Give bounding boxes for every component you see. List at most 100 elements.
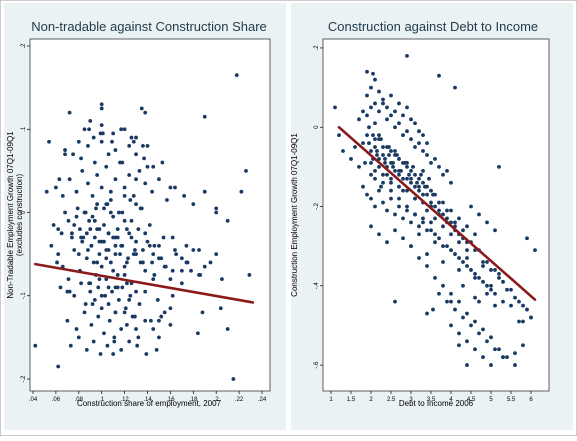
right-data-point (397, 172, 401, 177)
left-data-point (66, 218, 71, 223)
right-data-point (473, 232, 477, 237)
right-data-point (497, 347, 501, 352)
right-data-point (401, 133, 405, 138)
left-data-point (99, 123, 104, 127)
left-data-point (105, 343, 110, 348)
right-data-point (381, 172, 385, 177)
right-data-point (441, 244, 445, 249)
right-data-point (405, 105, 409, 110)
right-data-point (433, 232, 437, 237)
right-data-point (381, 180, 385, 185)
right-data-point (365, 133, 369, 138)
right-data-point (377, 133, 381, 138)
left-data-point (170, 268, 175, 273)
left-x-axis: .04 .06 .08 .1 .12 .14 .16 .18 .2 .22 .24 (29, 391, 267, 403)
right-data-point (433, 275, 437, 280)
right-data-point (493, 347, 497, 352)
right-data-point (401, 236, 405, 241)
left-data-point (100, 131, 105, 136)
left-data-point (88, 289, 93, 294)
right-data-point (457, 331, 461, 336)
right-x-axis: 1 1.5 2 2.5 3 3.5 4 4.5 5 5.5 6 (329, 391, 533, 403)
left-data-point (108, 189, 113, 194)
right-data-point (341, 149, 345, 153)
right-data-point (393, 228, 397, 233)
left-data-point (97, 277, 102, 281)
right-data-point (389, 113, 393, 118)
right-data-point (369, 172, 373, 177)
right-chart: Construction against Debt to Income 1 1.5… (290, 3, 573, 430)
left-data-point (157, 177, 161, 182)
left-data-point (122, 264, 127, 269)
right-data-point (449, 248, 453, 253)
left-data-point (106, 231, 111, 236)
right-data-point (513, 363, 517, 367)
right-data-point (377, 232, 381, 237)
left-data-point (137, 302, 142, 306)
left-data-point (135, 343, 140, 348)
right-data-point (429, 188, 433, 193)
right-data-point (393, 299, 397, 304)
left-data-point (128, 293, 133, 298)
left-data-point (104, 248, 109, 252)
left-data-point (92, 298, 97, 302)
right-data-point (437, 236, 441, 241)
left-x-tick-label: .2 (214, 397, 220, 403)
right-data-point (389, 188, 393, 193)
right-data-point (457, 240, 461, 245)
right-y-axis: -.6 -.4 -.2 0 .2 (314, 45, 323, 369)
left-data-point (65, 318, 70, 323)
left-data-point (197, 248, 201, 252)
left-data-point (72, 293, 77, 298)
left-data-point (102, 331, 106, 336)
right-data-point (405, 204, 409, 209)
right-data-point (369, 161, 373, 165)
right-data-point (397, 184, 401, 189)
left-data-point (107, 318, 112, 323)
left-data-point (208, 260, 213, 265)
left-data-point (115, 273, 120, 277)
left-fit-line-group (33, 262, 255, 304)
right-data-point (403, 161, 407, 165)
right-data-point (489, 283, 493, 288)
left-data-point (111, 352, 116, 356)
left-data-point (139, 206, 144, 211)
right-data-point (485, 339, 489, 344)
left-data-point (122, 218, 127, 223)
left-data-point (91, 339, 96, 344)
right-data-point (417, 176, 421, 181)
left-data-point (214, 252, 219, 257)
right-data-point (485, 220, 489, 225)
left-data-point (168, 277, 173, 281)
right-x-tick-label: 4 (449, 397, 453, 403)
left-data-point (76, 335, 81, 340)
left-data-point (95, 202, 100, 207)
right-x-tick-label: 2 (369, 397, 373, 403)
left-data-point (122, 310, 127, 315)
left-data-point (104, 277, 109, 281)
left-data-point (225, 327, 230, 331)
left-data-point (111, 131, 116, 136)
left-data-point (95, 260, 100, 265)
right-data-point (373, 168, 377, 173)
right-data-point (377, 109, 381, 114)
left-x-tick-label: .16 (166, 397, 175, 403)
left-y-tick-label: 0 (21, 210, 27, 214)
left-data-point (110, 139, 114, 144)
right-data-point (521, 319, 525, 324)
left-data-point (76, 252, 81, 257)
right-x-tick-label: 1 (329, 397, 333, 403)
left-plot-area (29, 38, 271, 392)
right-data-point (401, 216, 405, 221)
right-data-point (425, 141, 429, 145)
right-data-point (365, 93, 369, 98)
left-data-point (90, 302, 95, 306)
left-data-point (147, 223, 152, 227)
left-data-point (116, 298, 121, 302)
left-data-point (103, 293, 108, 298)
right-data-point (481, 355, 485, 360)
left-data-point (202, 189, 207, 194)
left-data-point (151, 164, 156, 169)
left-data-point (106, 152, 111, 157)
right-data-point (407, 172, 411, 177)
